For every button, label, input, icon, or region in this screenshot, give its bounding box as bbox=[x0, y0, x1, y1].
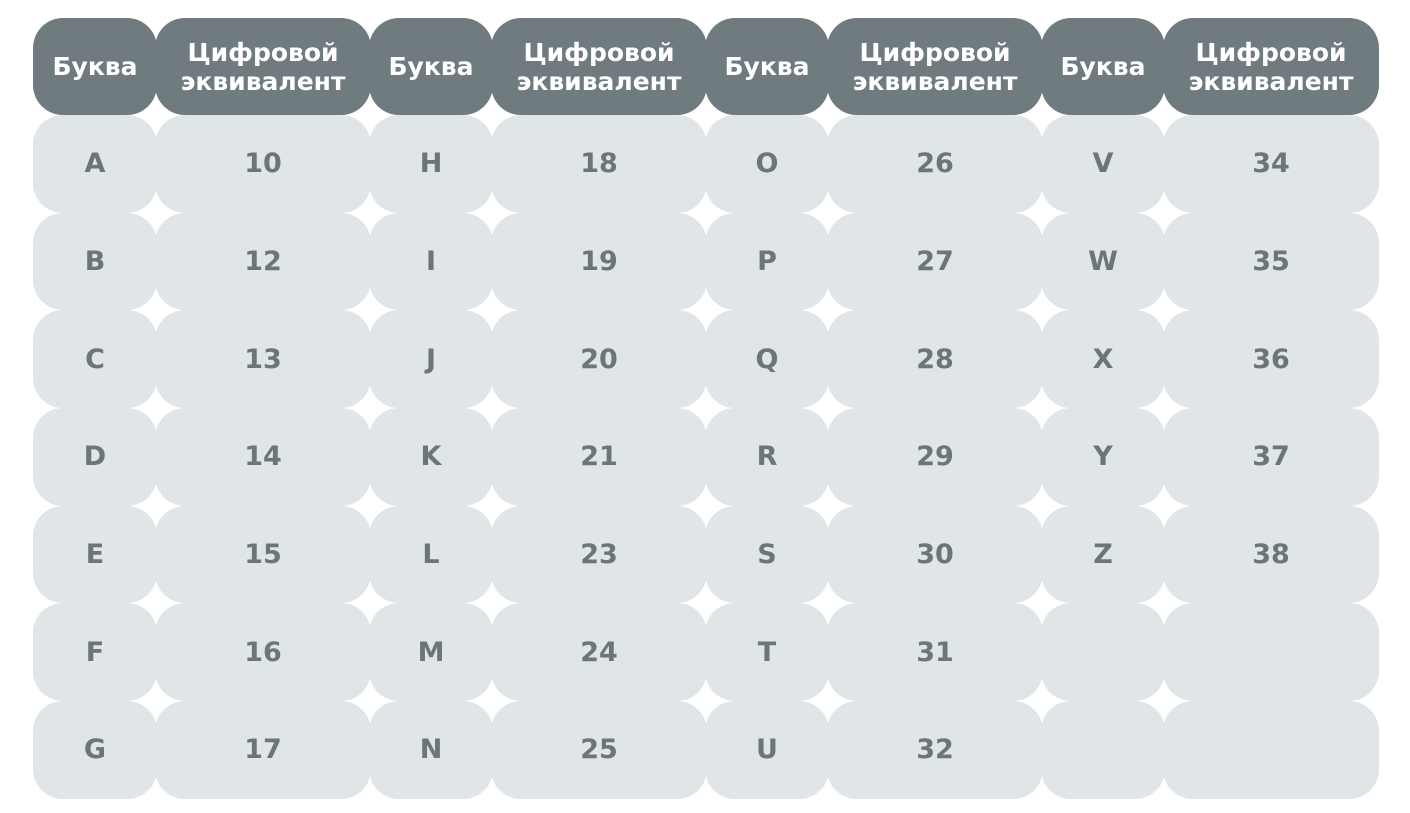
code-cell: 31 bbox=[827, 603, 1043, 702]
header-letter: Буква bbox=[705, 18, 829, 115]
code-cell: 25 bbox=[491, 701, 707, 799]
letter-cell: Q bbox=[705, 310, 829, 409]
letter-cell: F bbox=[33, 603, 157, 702]
code-cell: 37 bbox=[1163, 408, 1379, 506]
code-cell: 29 bbox=[827, 408, 1043, 506]
header-code: Цифровой эквивалент bbox=[827, 18, 1043, 115]
code-cell: 27 bbox=[827, 212, 1043, 311]
letter-cell-empty bbox=[1041, 603, 1165, 702]
letter-cell: Z bbox=[1041, 505, 1165, 604]
code-cell-empty bbox=[1163, 701, 1379, 799]
letter-cell: E bbox=[33, 505, 157, 604]
header-letter: Буква bbox=[33, 18, 157, 115]
code-cell: 28 bbox=[827, 310, 1043, 409]
letter-cell: U bbox=[705, 701, 829, 799]
letter-code-table: Буква Цифровой эквивалент Буква Цифровой э… bbox=[33, 18, 1379, 799]
letter-cell-empty bbox=[1041, 701, 1165, 799]
header-letter: Буква bbox=[369, 18, 493, 115]
letter-cell: P bbox=[705, 212, 829, 311]
header-code-line2: эквивалент bbox=[1188, 66, 1354, 96]
letter-cell: B bbox=[33, 212, 157, 311]
code-cell-empty bbox=[1163, 603, 1379, 702]
letter-cell: W bbox=[1041, 212, 1165, 311]
code-cell: 17 bbox=[155, 701, 371, 799]
code-cell: 12 bbox=[155, 212, 371, 311]
letter-cell: M bbox=[369, 603, 493, 702]
letter-cell: R bbox=[705, 408, 829, 506]
letter-cell: J bbox=[369, 310, 493, 409]
letter-cell: D bbox=[33, 408, 157, 506]
header-code: Цифровой эквивалент bbox=[1163, 18, 1379, 115]
code-cell: 21 bbox=[491, 408, 707, 506]
letter-cell: S bbox=[705, 505, 829, 604]
letter-cell: A bbox=[33, 115, 157, 213]
header-code-line1: Цифровой bbox=[1195, 37, 1347, 67]
header-code-line2: эквивалент bbox=[516, 66, 682, 96]
code-cell: 19 bbox=[491, 212, 707, 311]
header-code: Цифровой эквивалент bbox=[155, 18, 371, 115]
letter-cell: H bbox=[369, 115, 493, 213]
code-cell: 35 bbox=[1163, 212, 1379, 311]
code-cell: 34 bbox=[1163, 115, 1379, 213]
letter-cell: K bbox=[369, 408, 493, 506]
letter-cell: X bbox=[1041, 310, 1165, 409]
code-cell: 13 bbox=[155, 310, 371, 409]
header-code: Цифровой эквивалент bbox=[491, 18, 707, 115]
code-cell: 30 bbox=[827, 505, 1043, 604]
code-cell: 36 bbox=[1163, 310, 1379, 409]
code-cell: 23 bbox=[491, 505, 707, 604]
header-letter: Буква bbox=[1041, 18, 1165, 115]
code-cell: 24 bbox=[491, 603, 707, 702]
code-cell: 16 bbox=[155, 603, 371, 702]
letter-cell: T bbox=[705, 603, 829, 702]
code-cell: 18 bbox=[491, 115, 707, 213]
letter-cell: Y bbox=[1041, 408, 1165, 506]
code-cell: 38 bbox=[1163, 505, 1379, 604]
letter-cell: G bbox=[33, 701, 157, 799]
header-code-line2: эквивалент bbox=[852, 66, 1018, 96]
code-cell: 20 bbox=[491, 310, 707, 409]
header-code-line1: Цифровой bbox=[859, 37, 1011, 67]
code-cell: 15 bbox=[155, 505, 371, 604]
code-cell: 10 bbox=[155, 115, 371, 213]
letter-cell: V bbox=[1041, 115, 1165, 213]
code-cell: 32 bbox=[827, 701, 1043, 799]
letter-cell: C bbox=[33, 310, 157, 409]
code-cell: 14 bbox=[155, 408, 371, 506]
letter-cell: L bbox=[369, 505, 493, 604]
letter-cell: N bbox=[369, 701, 493, 799]
header-code-line2: эквивалент bbox=[180, 66, 346, 96]
letter-cell: I bbox=[369, 212, 493, 311]
header-code-line1: Цифровой bbox=[523, 37, 675, 67]
code-cell: 26 bbox=[827, 115, 1043, 213]
letter-cell: O bbox=[705, 115, 829, 213]
header-code-line1: Цифровой bbox=[187, 37, 339, 67]
